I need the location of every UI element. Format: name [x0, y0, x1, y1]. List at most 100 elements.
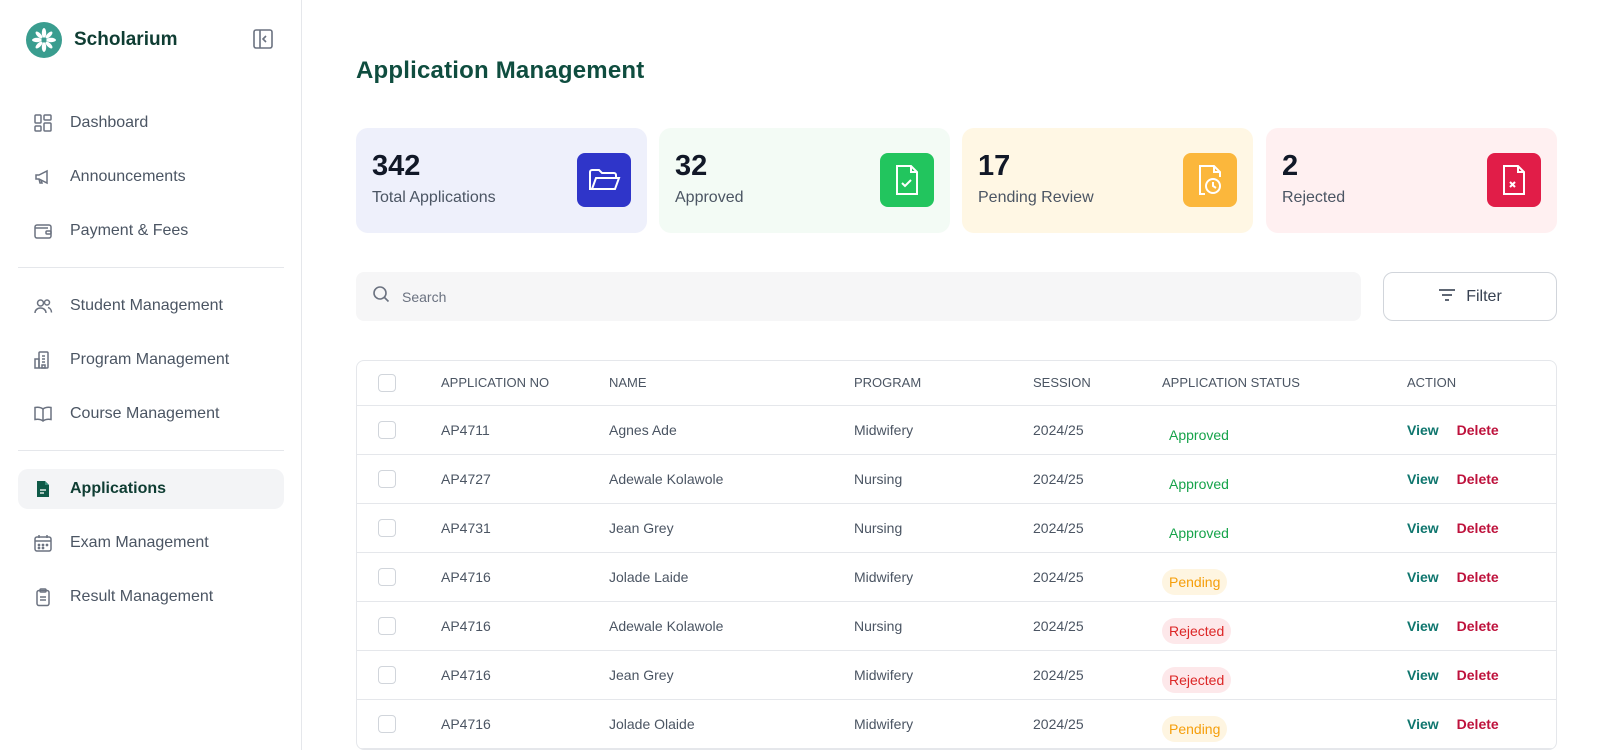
action-cell: View Delete — [1407, 552, 1556, 602]
folder-icon — [577, 153, 631, 207]
logo-icon — [26, 22, 62, 58]
view-link[interactable]: View — [1407, 421, 1439, 438]
view-link[interactable]: View — [1407, 666, 1439, 683]
sidebar-item-label: Applications — [70, 480, 167, 497]
delete-link[interactable]: Delete — [1456, 519, 1499, 536]
brand[interactable]: Scholarium — [26, 22, 177, 58]
view-link[interactable]: View — [1407, 715, 1439, 732]
sidebar-item-label: Course Management — [70, 405, 220, 422]
sidebar-collapse-icon[interactable] — [252, 28, 274, 50]
application-no-cell: AP4711 — [441, 405, 609, 455]
filter-button[interactable]: Filter — [1383, 272, 1557, 321]
table-row[interactable]: AP4716 Jolade Olaide Midwifery 2024/25 Pendi… — [357, 699, 1556, 749]
sidebar-divider — [18, 450, 284, 451]
program-cell: Midwifery — [854, 699, 1033, 749]
search-icon — [372, 285, 390, 308]
sidebar-item-applications[interactable]: Applications — [18, 469, 284, 509]
stat-card-approved: 32 Approved — [659, 128, 950, 233]
status-cell: Pending — [1162, 699, 1407, 749]
table-row[interactable]: AP4716 Jolade Laide Midwifery 2024/25 Pendin… — [357, 552, 1556, 602]
action-cell: View Delete — [1407, 650, 1556, 700]
session-cell: 2024/25 — [1033, 454, 1162, 504]
delete-link[interactable]: Delete — [1456, 470, 1499, 487]
row-checkbox[interactable] — [378, 616, 396, 635]
status-cell: Approved — [1162, 454, 1407, 504]
name-cell: Jolade Olaide — [609, 699, 854, 749]
file-check-icon — [880, 153, 934, 207]
clipboard-icon — [32, 586, 54, 608]
view-link[interactable]: View — [1407, 519, 1439, 536]
view-link[interactable]: View — [1407, 617, 1439, 634]
column-header[interactable]: NAME — [609, 361, 854, 406]
delete-link[interactable]: Delete — [1456, 421, 1499, 438]
stat-card-pending: 17 Pending Review — [962, 128, 1253, 233]
row-checkbox[interactable] — [378, 567, 396, 586]
stat-label: Pending Review — [978, 189, 1094, 206]
row-checkbox[interactable] — [378, 420, 396, 439]
program-cell: Nursing — [854, 601, 1033, 651]
row-checkbox[interactable] — [378, 469, 396, 488]
sidebar-item-student-management[interactable]: Student Management — [18, 286, 284, 326]
sidebar-item-label: Announcements — [70, 168, 186, 185]
sidebar-item-exam-management[interactable]: Exam Management — [18, 523, 284, 563]
table-row[interactable]: AP4731 Jean Grey Nursing 2024/25 Approved Vie… — [357, 503, 1556, 553]
session-cell: 2024/25 — [1033, 405, 1162, 455]
column-header[interactable]: SESSION — [1033, 361, 1162, 406]
view-link[interactable]: View — [1407, 470, 1439, 487]
book-icon — [32, 403, 54, 425]
status-badge: Pending — [1162, 715, 1228, 742]
status-badge: Rejected — [1162, 617, 1232, 644]
name-cell: Jean Grey — [609, 503, 854, 553]
status-cell: Approved — [1162, 405, 1407, 455]
sidebar-item-program-management[interactable]: Program Management — [18, 340, 284, 380]
column-header: ACTION — [1407, 361, 1556, 406]
row-select-cell — [357, 650, 441, 700]
delete-link[interactable]: Delete — [1456, 568, 1499, 585]
delete-link[interactable]: Delete — [1456, 715, 1499, 732]
column-header[interactable]: APPLICATION STATUS — [1162, 361, 1407, 406]
view-link[interactable]: View — [1407, 568, 1439, 585]
column-header[interactable]: PROGRAM — [854, 361, 1033, 406]
search-input[interactable] — [402, 288, 1302, 305]
table-row[interactable]: AP4727 Adewale Kolawole Nursing 2024/25 Appr… — [357, 454, 1556, 504]
row-select-cell — [357, 552, 441, 602]
name-cell: Adewale Kolawole — [609, 601, 854, 651]
program-cell: Nursing — [854, 454, 1033, 504]
calendar-icon — [32, 532, 54, 554]
building-icon — [32, 349, 54, 371]
document-icon — [32, 478, 54, 500]
sidebar-item-course-management[interactable]: Course Management — [18, 394, 284, 434]
delete-link[interactable]: Delete — [1456, 617, 1499, 634]
file-clock-icon — [1183, 153, 1237, 207]
row-select-cell — [357, 503, 441, 553]
delete-link[interactable]: Delete — [1456, 666, 1499, 683]
status-badge: Rejected — [1162, 666, 1232, 693]
row-select-cell — [357, 699, 441, 749]
sidebar-item-label: Payment & Fees — [70, 222, 189, 239]
stat-label: Rejected — [1282, 189, 1346, 206]
sidebar-divider — [18, 267, 284, 268]
session-cell: 2024/25 — [1033, 699, 1162, 749]
row-checkbox[interactable] — [378, 714, 396, 733]
column-header[interactable]: APPLICATION NO — [441, 361, 609, 406]
sidebar-item-result-management[interactable]: Result Management — [18, 577, 284, 617]
table-row[interactable]: AP4716 Jean Grey Midwifery 2024/25 Rejected V… — [357, 650, 1556, 700]
sidebar-item-dashboard[interactable]: Dashboard — [18, 103, 284, 143]
row-checkbox[interactable] — [378, 518, 396, 537]
brand-name: Scholarium — [74, 29, 178, 50]
session-cell: 2024/25 — [1033, 503, 1162, 553]
action-cell: View Delete — [1407, 454, 1556, 504]
application-no-cell: AP4716 — [441, 552, 609, 602]
filter-label: Filter — [1466, 287, 1502, 305]
sidebar-item-payment-fees[interactable]: Payment & Fees — [18, 211, 284, 251]
row-checkbox[interactable] — [378, 665, 396, 684]
program-cell: Midwifery — [854, 552, 1033, 602]
sidebar-item-announcements[interactable]: Announcements — [18, 157, 284, 197]
table-row[interactable]: AP4711 Agnes Ade Midwifery 2024/25 Approved V… — [357, 405, 1556, 455]
session-cell: 2024/25 — [1033, 601, 1162, 651]
select-all-checkbox[interactable] — [378, 373, 396, 392]
table-row[interactable]: AP4716 Adewale Kolawole Nursing 2024/25 Reje… — [357, 601, 1556, 651]
status-cell: Approved — [1162, 503, 1407, 553]
sidebar-item-label: Exam Management — [70, 534, 209, 551]
session-cell: 2024/25 — [1033, 650, 1162, 700]
